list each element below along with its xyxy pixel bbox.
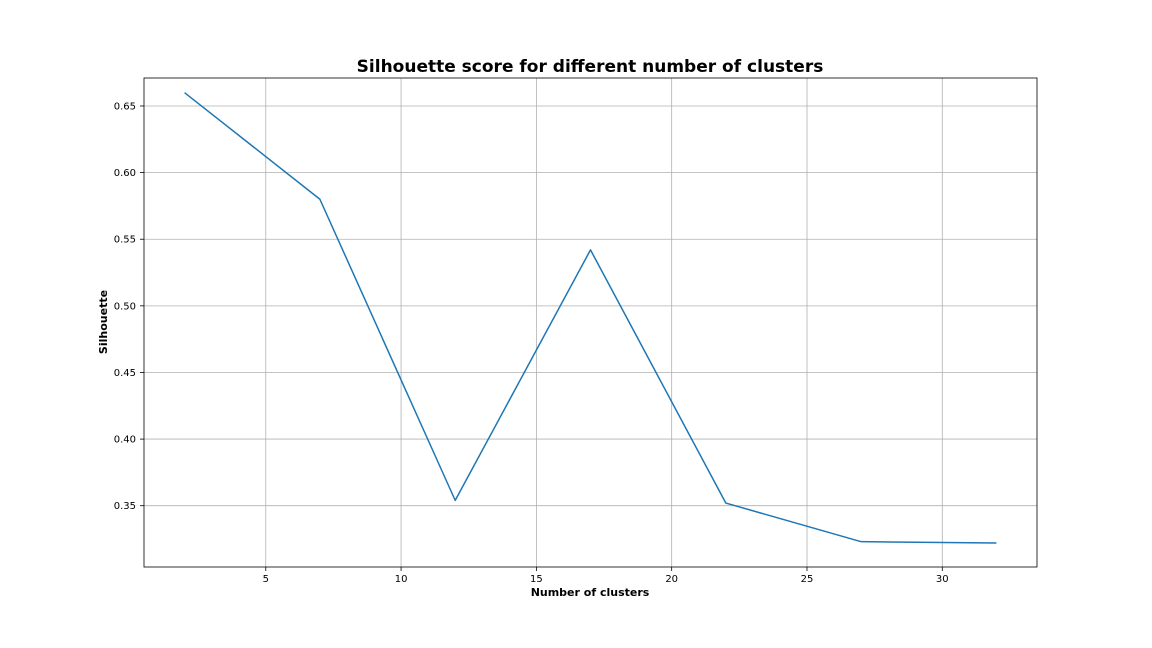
y-tick-label: 0.45 bbox=[114, 368, 136, 379]
y-tick-label: 0.55 bbox=[114, 235, 136, 246]
x-tick-label: 30 bbox=[936, 574, 949, 585]
y-axis-label: Silhouette bbox=[97, 290, 110, 354]
x-tick-label: 10 bbox=[395, 574, 408, 585]
plot-area: 5 10 15 20 25 30 0.35 0.40 0.45 0.50 0.55 0.60 0.65 bbox=[114, 77, 1038, 585]
x-tick-label: 20 bbox=[665, 574, 678, 585]
chart-title: Silhouette score for different number of… bbox=[357, 57, 824, 77]
x-tick-label: 5 bbox=[263, 574, 269, 585]
series-line bbox=[184, 92, 997, 544]
y-tick-label: 0.50 bbox=[114, 301, 136, 312]
y-tick-label: 0.60 bbox=[114, 168, 136, 179]
x-tick-label: 25 bbox=[801, 574, 814, 585]
x-axis-label: Number of clusters bbox=[531, 586, 650, 599]
x-tick-label: 15 bbox=[530, 574, 543, 585]
y-tick-label: 0.40 bbox=[114, 435, 136, 446]
y-tick-label: 0.65 bbox=[114, 101, 136, 112]
y-tick-label: 0.35 bbox=[114, 501, 136, 512]
axes-frame bbox=[143, 77, 1038, 568]
